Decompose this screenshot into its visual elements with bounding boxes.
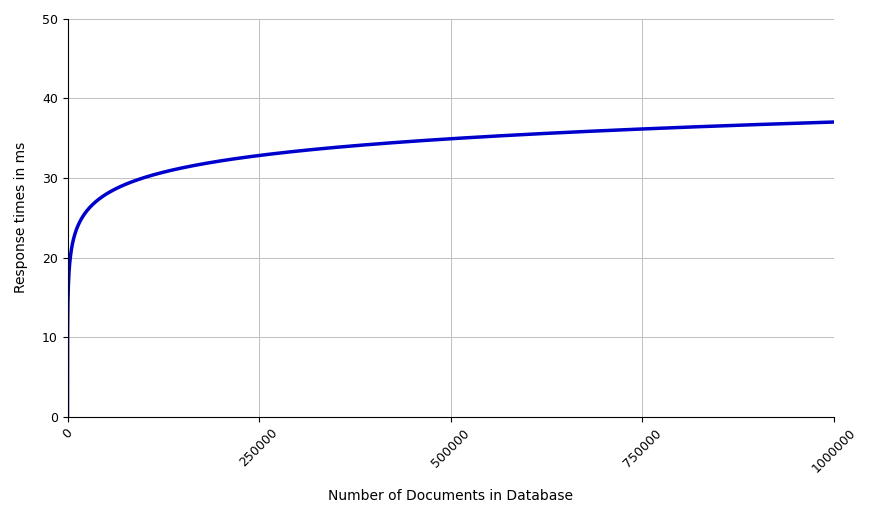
Y-axis label: Response times in ms: Response times in ms	[14, 142, 28, 294]
X-axis label: Number of Documents in Database: Number of Documents in Database	[328, 489, 573, 503]
